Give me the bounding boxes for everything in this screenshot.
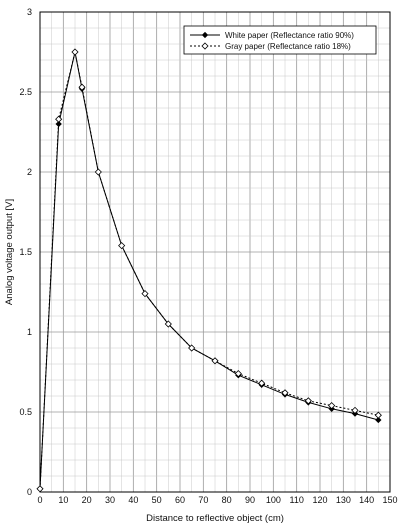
y-tick-label: 3 — [27, 7, 32, 17]
data-point — [78, 83, 86, 91]
legend-label: Gray paper (Reflectance ratio 18%) — [225, 42, 351, 51]
x-tick-label: 130 — [336, 495, 351, 505]
x-tick-label: 0 — [37, 495, 42, 505]
x-tick-label: 10 — [58, 495, 68, 505]
data-point — [304, 397, 312, 405]
x-tick-label: 50 — [152, 495, 162, 505]
legend-label: White paper (Reflectance ratio 90%) — [225, 31, 354, 40]
x-tick-label: 80 — [222, 495, 232, 505]
data-point — [164, 320, 172, 328]
data-point — [55, 115, 63, 123]
data-point — [36, 485, 44, 493]
data-point — [281, 389, 289, 397]
x-tick-label: 70 — [198, 495, 208, 505]
plot-frame — [39, 11, 391, 493]
data-point — [258, 379, 266, 387]
data-point — [188, 344, 196, 352]
legend-marker — [201, 42, 209, 50]
legend-marker — [201, 31, 209, 39]
data-point — [71, 48, 79, 56]
y-tick-label: 2 — [27, 167, 32, 177]
data-point — [141, 290, 149, 298]
x-axis-label: Distance to reflective object (cm) — [146, 513, 284, 524]
legend: White paper (Reflectance ratio 90%) Gray … — [183, 25, 377, 55]
y-tick-labels: 0 0.5 1 1.5 2 2.5 3 — [19, 7, 32, 497]
x-tick-label: 110 — [289, 495, 303, 505]
series-line — [39, 51, 379, 489]
data-point — [328, 402, 336, 410]
x-tick-label: 150 — [382, 495, 397, 505]
y-tick-label: 2.5 — [19, 87, 32, 97]
legend-entry: White paper (Reflectance ratio 90%) — [190, 31, 354, 40]
legend-entry: Gray paper (Reflectance ratio 18%) — [190, 42, 351, 51]
y-tick-label: 1 — [27, 327, 32, 337]
x-tick-label: 100 — [266, 495, 281, 505]
x-tick-label: 20 — [82, 495, 92, 505]
x-tick-label: 120 — [312, 495, 327, 505]
x-tick-label: 40 — [128, 495, 138, 505]
x-tick-label: 30 — [105, 495, 115, 505]
grid — [40, 12, 390, 492]
series — [36, 48, 382, 493]
data-point — [351, 406, 359, 414]
x-tick-labels: 0 10 20 30 40 50 60 70 80 90 100 110 120 130 140 150 — [37, 495, 397, 505]
series-2 — [36, 48, 382, 493]
x-tick-label: 90 — [245, 495, 255, 505]
data-point — [94, 168, 102, 176]
x-tick-label: 60 — [175, 495, 185, 505]
x-tick-label: 140 — [359, 495, 374, 505]
y-tick-label: 1.5 — [19, 247, 32, 257]
data-point — [374, 411, 382, 419]
y-axis-label: Analog voltage output [V] — [4, 199, 15, 305]
y-tick-label: 0.5 — [19, 407, 32, 417]
data-point — [234, 370, 242, 378]
legend-box — [183, 25, 377, 55]
data-point — [375, 416, 382, 424]
data-point — [211, 357, 219, 365]
data-point — [118, 242, 126, 250]
y-tick-label: 0 — [27, 487, 32, 497]
